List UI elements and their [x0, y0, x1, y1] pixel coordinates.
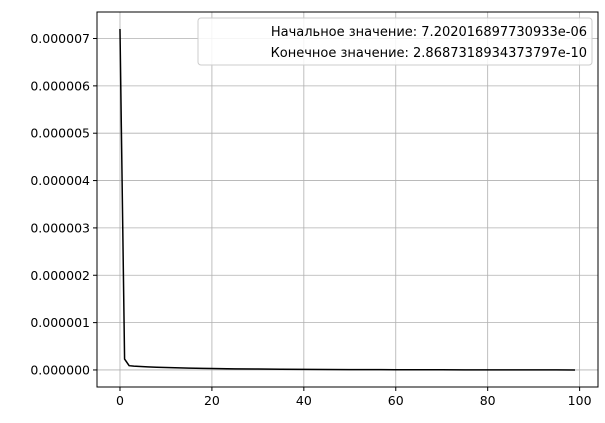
- legend-entry-final: Конечное значение: 2.8687318934373797e-1…: [271, 46, 587, 61]
- y-tick-label: 0.000004: [30, 173, 90, 188]
- series-line-0: [119, 28, 576, 371]
- y-tick-label: 0.000006: [30, 78, 90, 93]
- x-tick-label: 100: [568, 393, 592, 408]
- x-axis: 0 20 40 60 80 100: [116, 387, 592, 408]
- series-layer: [119, 28, 576, 371]
- y-axis: 0.000000 0.000001 0.000002 0.000003 0.000004…: [30, 31, 97, 377]
- x-tick-label: 20: [204, 393, 220, 408]
- plot-frame: [96, 11, 599, 388]
- y-tick-label: 0.000003: [30, 220, 90, 235]
- x-tick-label: 40: [296, 393, 312, 408]
- y-tick-label: 0.000007: [30, 31, 90, 46]
- y-tick-label: 0.000000: [30, 362, 90, 377]
- legend-entry-initial: Начальное значение: 7.202016897730933e-0…: [271, 25, 587, 40]
- x-tick-label: 60: [388, 393, 404, 408]
- x-tick-label: 0: [116, 393, 124, 408]
- y-tick-label: 0.000005: [30, 126, 90, 141]
- grid: [97, 12, 598, 387]
- x-tick-label: 80: [480, 393, 496, 408]
- legend-box: [197, 17, 593, 66]
- legend: Начальное значение: 7.202016897730933e-0…: [197, 17, 593, 66]
- y-tick-label: 0.000001: [30, 315, 90, 330]
- y-tick-label: 0.000002: [30, 268, 90, 283]
